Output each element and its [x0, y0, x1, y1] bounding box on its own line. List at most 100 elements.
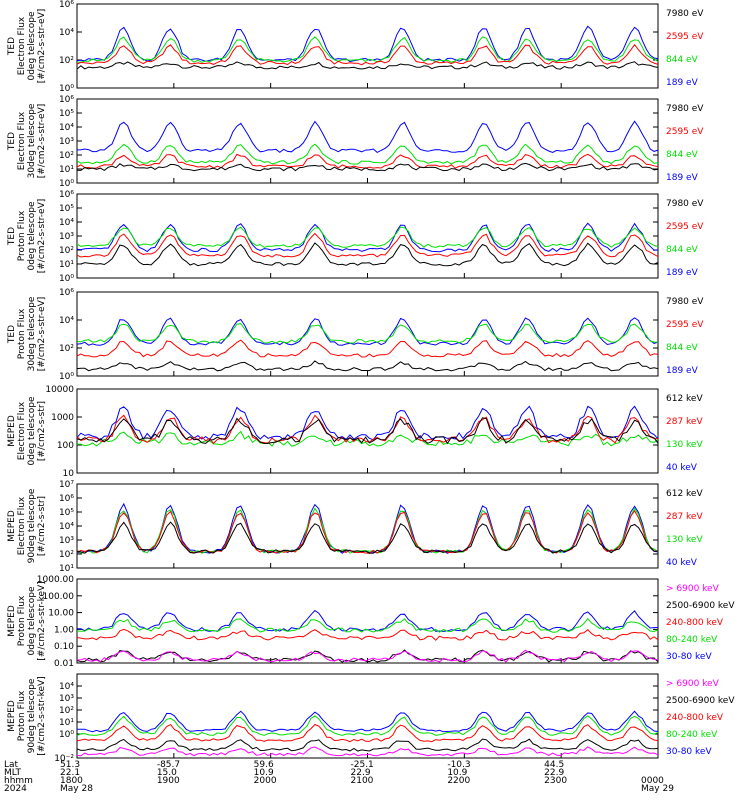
y-axis-label: [#/cm2-s-str-eV] [37, 199, 47, 274]
legend-entry: > 6900 keV [666, 584, 720, 594]
series-line [76, 143, 659, 165]
time-axis-tick-label: 1800 [60, 776, 83, 786]
legend-entry: 80-240 keV [666, 730, 718, 740]
time-axis-tick-label: 2300 [544, 776, 567, 786]
series-line [76, 417, 659, 445]
legend-entry: 80-240 keV [666, 635, 718, 645]
time-axis-tick-label: -25.1 [351, 760, 374, 770]
series-line [76, 25, 659, 63]
legend-entry: 7980 eV [666, 199, 704, 209]
panel-5: 10 100 1000 10000 MEPED Electron Flux 0deg tel… [7, 385, 703, 479]
time-axis-tick-label: 44.5 [544, 760, 564, 770]
y-tick-label: 10⁴ [59, 522, 74, 532]
y-axis-label: Proton Flux [17, 210, 27, 261]
y-tick-label: 0.01 [54, 659, 74, 669]
panel-2: 10⁰ 10¹ 10² 10³ 10⁴ 10⁵ 10⁶ TED Electron Flux 30d… [7, 95, 704, 189]
y-tick-label: 10¹ [59, 165, 74, 175]
y-tick-label: 10⁶ [59, 494, 74, 504]
y-tick-label: 10⁴ [59, 123, 74, 133]
legend-entry: 189 eV [666, 78, 699, 88]
legend-entry: 2595 eV [666, 127, 704, 137]
legend-entry: 189 eV [666, 268, 699, 278]
time-axis-tick-label: 22.1 [60, 768, 80, 778]
legend-entry: 844 eV [666, 55, 699, 65]
y-tick-label: 10 [63, 469, 75, 479]
legend-entry: 189 eV [666, 366, 699, 376]
panel-4: 10⁰ 10² 10⁴ 10⁶ TED Proton Flux 30deg telescop… [7, 288, 704, 382]
y-tick-label: 10⁰ [59, 274, 74, 284]
y-axis-label: Electron Flux [17, 16, 27, 75]
panel-frame [76, 673, 659, 759]
legend-entry: 130 keV [666, 440, 703, 450]
series-line [76, 317, 659, 346]
y-tick-label: 1000.00 [37, 575, 74, 585]
time-axis-row-label: MLT [4, 768, 22, 778]
time-axis-tick-label: 22.9 [544, 768, 564, 778]
legend-entry: 844 eV [666, 343, 699, 353]
time-axis-tick-label: 1900 [157, 776, 180, 786]
y-tick-label: 10.00 [48, 609, 74, 619]
y-axis-label: 30deg telescope [27, 296, 37, 371]
legend-entry: 844 eV [666, 150, 699, 160]
time-axis-tick-label: 10.9 [254, 768, 274, 778]
y-axis-label: [#/cm2-s-str-keV] [37, 676, 47, 755]
y-tick-label: 10000 [45, 385, 74, 395]
legend-entry: 7980 eV [666, 297, 704, 307]
series-line [76, 226, 659, 248]
y-tick-label: 100.00 [43, 592, 75, 602]
y-tick-label: 10⁶ [59, 288, 74, 298]
y-axis-label: 0deg telescope [27, 11, 37, 81]
y-axis-label: [#/cm2-s-str-eV] [37, 104, 47, 179]
y-axis-label: MEPED [7, 700, 17, 732]
panel-3: 10⁰ 10¹ 10² 10³ 10⁴ 10⁵ 10⁶ TED Proton Flux 0deg … [7, 190, 704, 284]
y-axis-label: Electron Flux [17, 111, 27, 170]
time-axis-tick-label: 0000 [641, 776, 664, 786]
legend-entry: 240-800 keV [666, 713, 724, 723]
y-axis-label: TED [7, 132, 17, 151]
y-tick-label: 10² [59, 706, 74, 716]
panel-frame [76, 483, 659, 569]
time-axis-tick-label: 22.9 [351, 768, 371, 778]
time-axis-tick-label: May 28 [60, 784, 93, 794]
series-line [76, 715, 659, 736]
series-line [76, 628, 659, 641]
time-axis-tick-label: May 29 [641, 784, 674, 794]
series-line [76, 61, 659, 70]
y-tick-label: 10³ [59, 137, 74, 147]
legend-entry: 287 keV [666, 512, 703, 522]
y-axis-label: 30deg telescope [27, 103, 37, 178]
legend-entry: 612 keV [666, 489, 703, 499]
time-axis-tick-label: -10.3 [447, 760, 470, 770]
legend-entry: 2595 eV [666, 222, 704, 232]
legend-entry: 7980 eV [666, 9, 704, 19]
panel-frame [76, 291, 659, 377]
series-line [76, 649, 659, 663]
legend-entry: 30-80 keV [666, 652, 712, 662]
y-axis-label: MEPED [7, 605, 17, 637]
y-axis-label: TED [7, 227, 17, 246]
legend-entry: 240-800 keV [666, 618, 724, 628]
y-tick-label: 10⁴ [59, 28, 74, 38]
y-tick-label: 10⁶ [59, 190, 74, 200]
y-tick-label: 10² [59, 56, 74, 66]
legend-entry: 287 keV [666, 417, 703, 427]
series-line [76, 738, 659, 752]
y-axis-label: TED [7, 325, 17, 344]
y-tick-label: 10⁵ [59, 109, 74, 119]
panel-frame [76, 578, 659, 664]
legend-entry: 2595 eV [666, 32, 704, 42]
y-tick-label: 1.00 [54, 625, 74, 635]
y-tick-label: 10¹ [59, 260, 74, 270]
series-line [76, 162, 659, 172]
y-axis-label: MEPED [7, 510, 17, 542]
y-axis-label: [#/cm2-s-str-eV] [37, 9, 47, 84]
series-line [76, 36, 659, 63]
series-line [76, 323, 659, 344]
y-tick-label: 10² [59, 246, 74, 256]
y-axis-label: Electron Flux [17, 401, 27, 460]
y-axis-label: Proton Flux [17, 308, 27, 359]
series-line [77, 242, 659, 267]
series-line [76, 521, 659, 554]
